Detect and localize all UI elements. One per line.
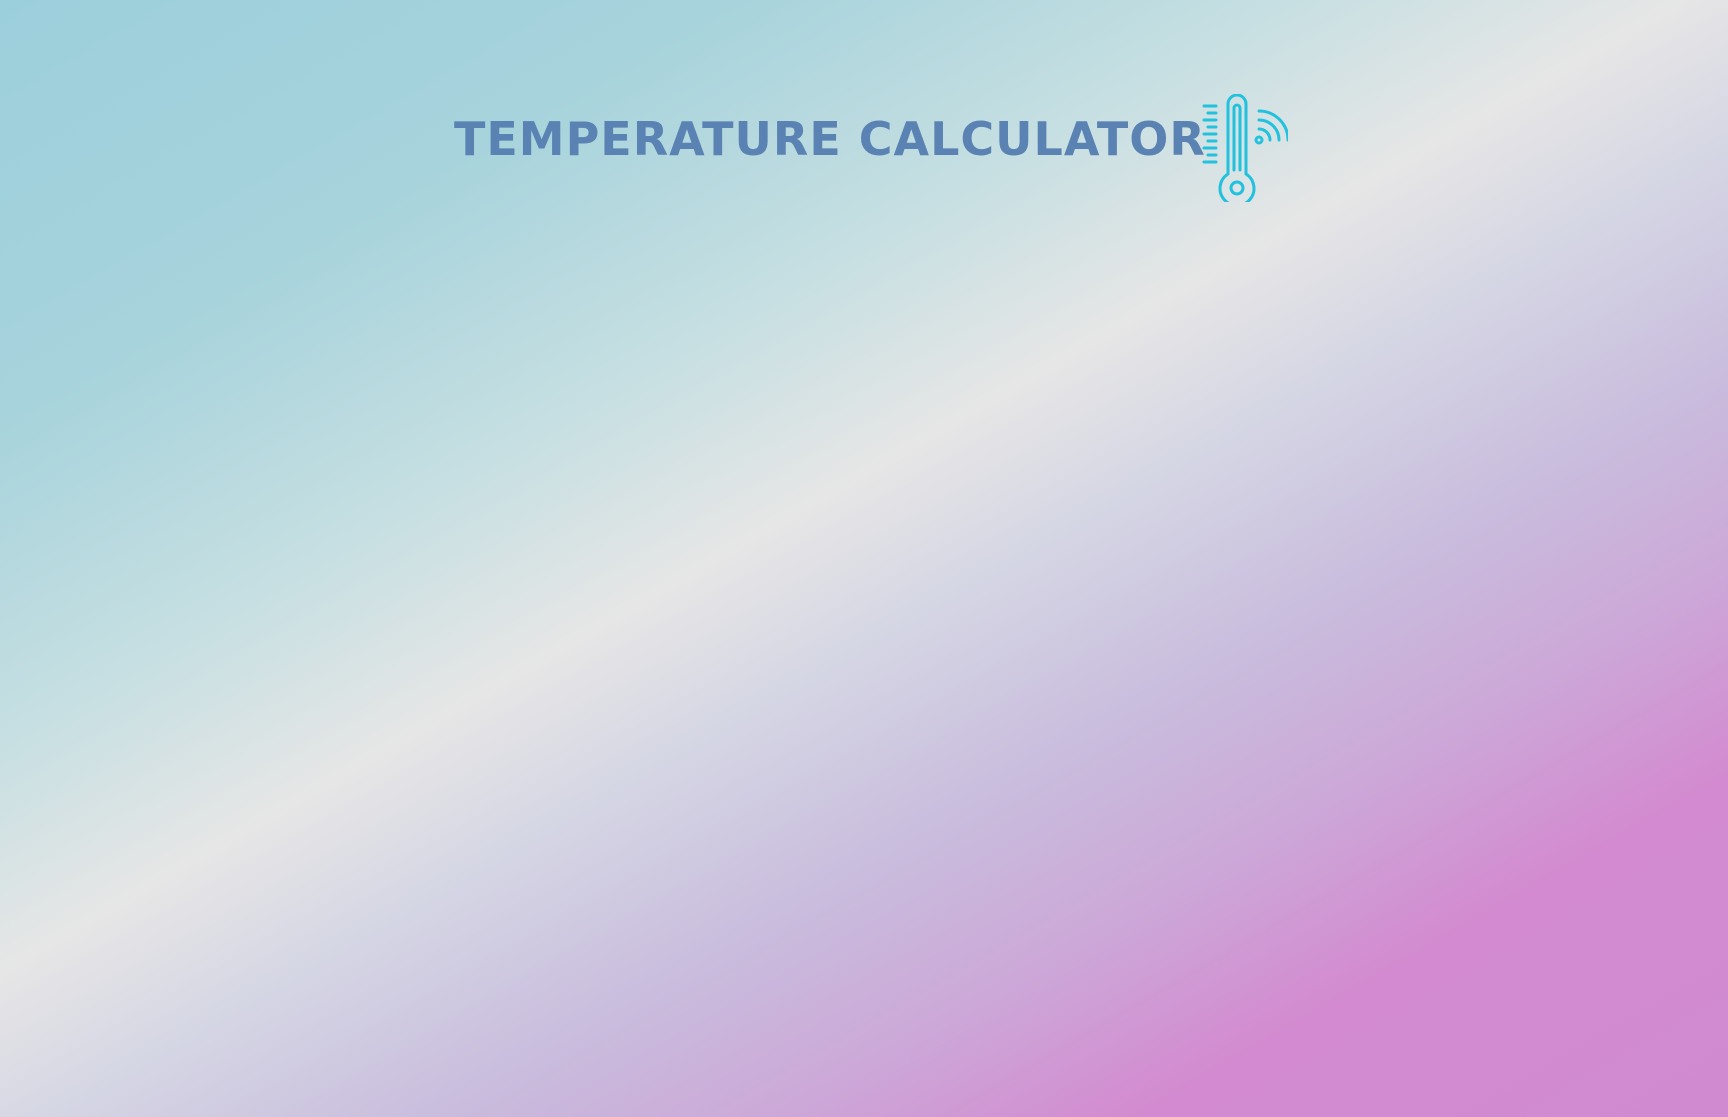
page-title: TEMPERATURE CALCULATOR (454, 112, 1206, 166)
app-header: TEMPERATURE CALCULATOR (454, 88, 1290, 208)
smart-thermometer-icon (1198, 93, 1290, 207)
